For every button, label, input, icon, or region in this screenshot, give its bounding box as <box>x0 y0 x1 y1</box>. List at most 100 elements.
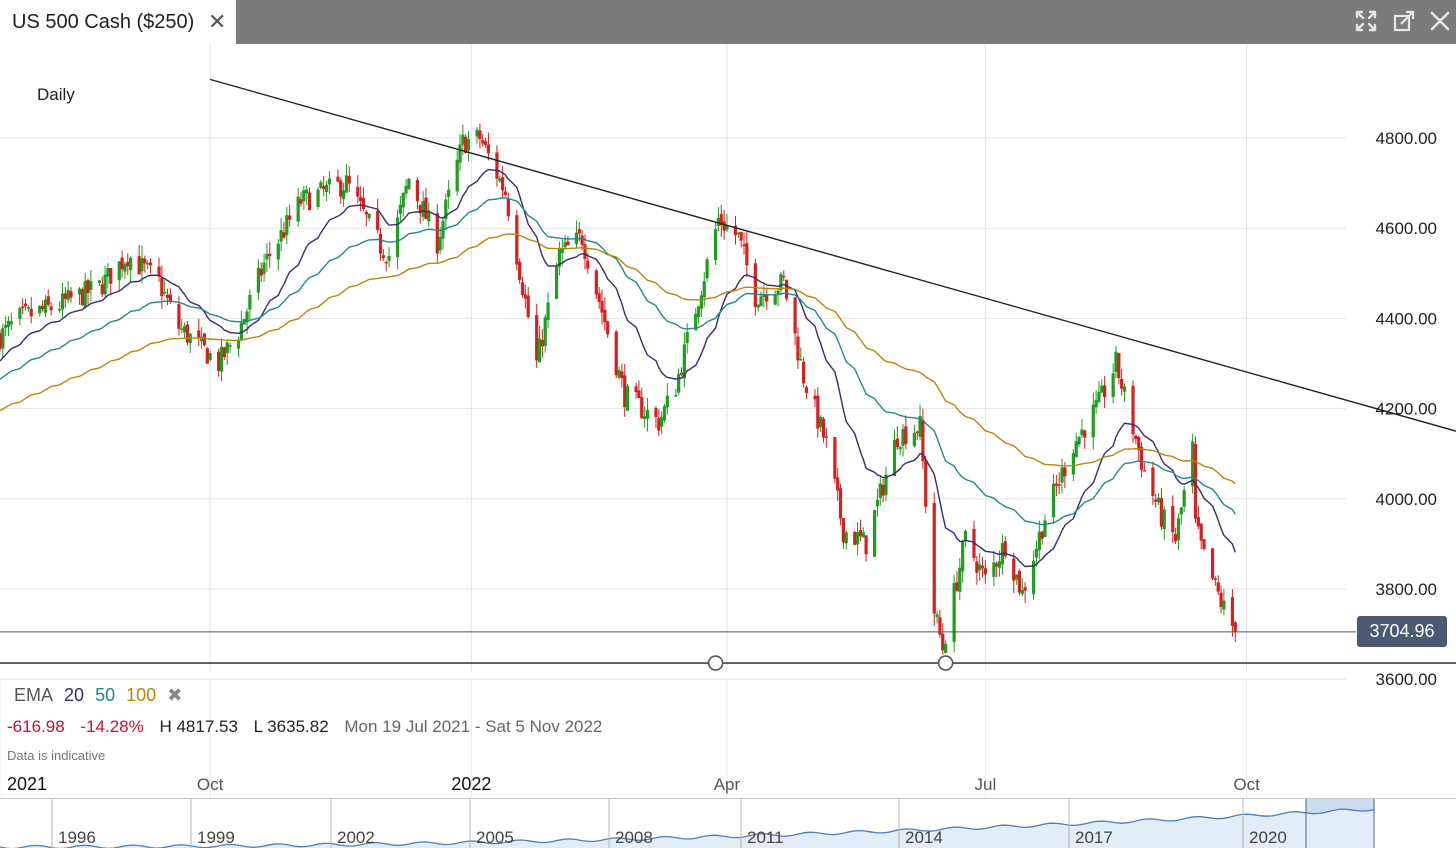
price-chart[interactable]: 4800.00 4600.00 4400.00 4200.00 4000.00 3800.… <box>0 44 1456 798</box>
candle-body <box>1154 499 1158 502</box>
close-icon[interactable]: ✕ <box>208 9 227 34</box>
candle-body <box>640 397 644 419</box>
candle-body <box>1182 490 1186 507</box>
candle-body <box>597 293 601 303</box>
candle-body <box>1120 379 1124 389</box>
interval-label: Daily <box>37 85 75 104</box>
candle-body <box>1131 385 1135 435</box>
navigator-area <box>0 809 1374 848</box>
candle-body <box>1171 505 1175 533</box>
candle-body <box>535 315 539 361</box>
candle-body <box>784 279 789 299</box>
candle-body <box>1193 444 1198 519</box>
popout-icon[interactable] <box>1391 8 1417 34</box>
candle-body <box>1174 534 1178 542</box>
candle-body <box>182 326 187 333</box>
candle-body <box>1054 483 1058 486</box>
candle-body <box>29 308 33 317</box>
candle-body <box>49 306 53 311</box>
chart-tab[interactable]: US 500 Cash ($250) ✕ <box>0 0 236 44</box>
candle-body <box>347 176 351 184</box>
candle-body <box>1097 391 1101 402</box>
candle-body <box>1142 470 1146 472</box>
candle-body <box>873 510 877 557</box>
candle-body <box>580 235 584 245</box>
candle-body <box>163 291 167 294</box>
navigator-chart[interactable]: 1996 1999 2002 2005 2008 2011 2014 2017 2020 <box>0 799 1456 848</box>
y-tick-label: 4000.00 <box>1376 490 1437 509</box>
candle-body <box>816 395 820 429</box>
candle-body <box>106 267 110 277</box>
ema-20-period[interactable]: 20 <box>64 685 85 705</box>
candle-body <box>901 429 905 446</box>
candle-body <box>1 328 5 349</box>
range-navigator[interactable]: 1996 1999 2002 2005 2008 2011 2014 2017 2020 <box>0 798 1456 848</box>
candle-body <box>955 582 959 591</box>
candle-body <box>1114 351 1118 373</box>
candle-body <box>520 282 525 295</box>
navigator-line <box>0 808 1375 848</box>
candle-body <box>378 233 383 254</box>
candle-body <box>21 306 25 308</box>
candle-body <box>58 309 62 311</box>
candle-body <box>952 583 956 642</box>
candle-body <box>722 221 726 231</box>
price-axis: 4800.00 4600.00 4400.00 4200.00 4000.00 3800.… <box>1376 129 1437 689</box>
close-icon[interactable]: ✖ <box>167 685 183 705</box>
candle-body <box>501 177 505 191</box>
candle-body <box>1117 353 1121 379</box>
candle-body <box>1080 429 1084 436</box>
candle-body <box>197 330 201 338</box>
ema-50-period[interactable]: 50 <box>95 685 116 705</box>
candle-body <box>86 280 90 294</box>
candle-body <box>401 192 405 208</box>
candle-body <box>100 284 104 295</box>
candle-body <box>140 258 144 272</box>
candle-body <box>523 294 527 299</box>
candle-body <box>657 418 661 431</box>
expand-icon[interactable] <box>1353 8 1379 34</box>
candle-body <box>557 249 562 267</box>
ema-legend[interactable]: EMA 20 50 100 ✖ <box>14 685 188 706</box>
candle-body <box>9 321 13 325</box>
candle-body <box>0 333 2 349</box>
candle-body <box>475 129 479 137</box>
candle-body <box>518 261 522 280</box>
candle-body <box>305 189 309 194</box>
candle-body <box>296 196 300 222</box>
candle-body <box>560 248 564 254</box>
date-axis: 2021 Oct 2022 Apr Jul Oct <box>7 774 1260 794</box>
candle-body <box>759 296 763 307</box>
candle-body <box>643 416 647 419</box>
candle-body <box>625 386 630 411</box>
candle-body <box>200 336 204 342</box>
close-icon[interactable] <box>1427 8 1453 34</box>
ema-100-period[interactable]: 100 <box>126 685 157 705</box>
candle-body <box>1176 518 1181 541</box>
candle-body <box>455 159 459 192</box>
candle-body <box>80 289 84 306</box>
candle-body <box>742 244 746 247</box>
candle-body <box>895 438 899 448</box>
candle-body <box>202 333 207 346</box>
ema-label: EMA <box>14 685 54 705</box>
candle-body <box>177 304 181 329</box>
x-tick-label: Oct <box>1233 775 1260 794</box>
x-tick-label: 2022 <box>451 774 491 794</box>
candle-body <box>634 386 638 393</box>
candle-body <box>1023 587 1027 591</box>
candle-body <box>486 144 491 154</box>
candle-body <box>1017 570 1022 593</box>
candle-body <box>679 372 684 375</box>
candle-body <box>980 565 985 569</box>
candle-body <box>137 256 141 275</box>
candle-body <box>660 417 664 427</box>
candle-body <box>506 198 510 217</box>
candle-body <box>424 197 428 219</box>
drawings[interactable] <box>0 78 1456 671</box>
candle-body <box>762 294 766 298</box>
candle-body <box>836 477 840 491</box>
candle-body <box>1032 560 1036 595</box>
candle-body <box>765 294 769 302</box>
candle-body <box>875 499 880 507</box>
